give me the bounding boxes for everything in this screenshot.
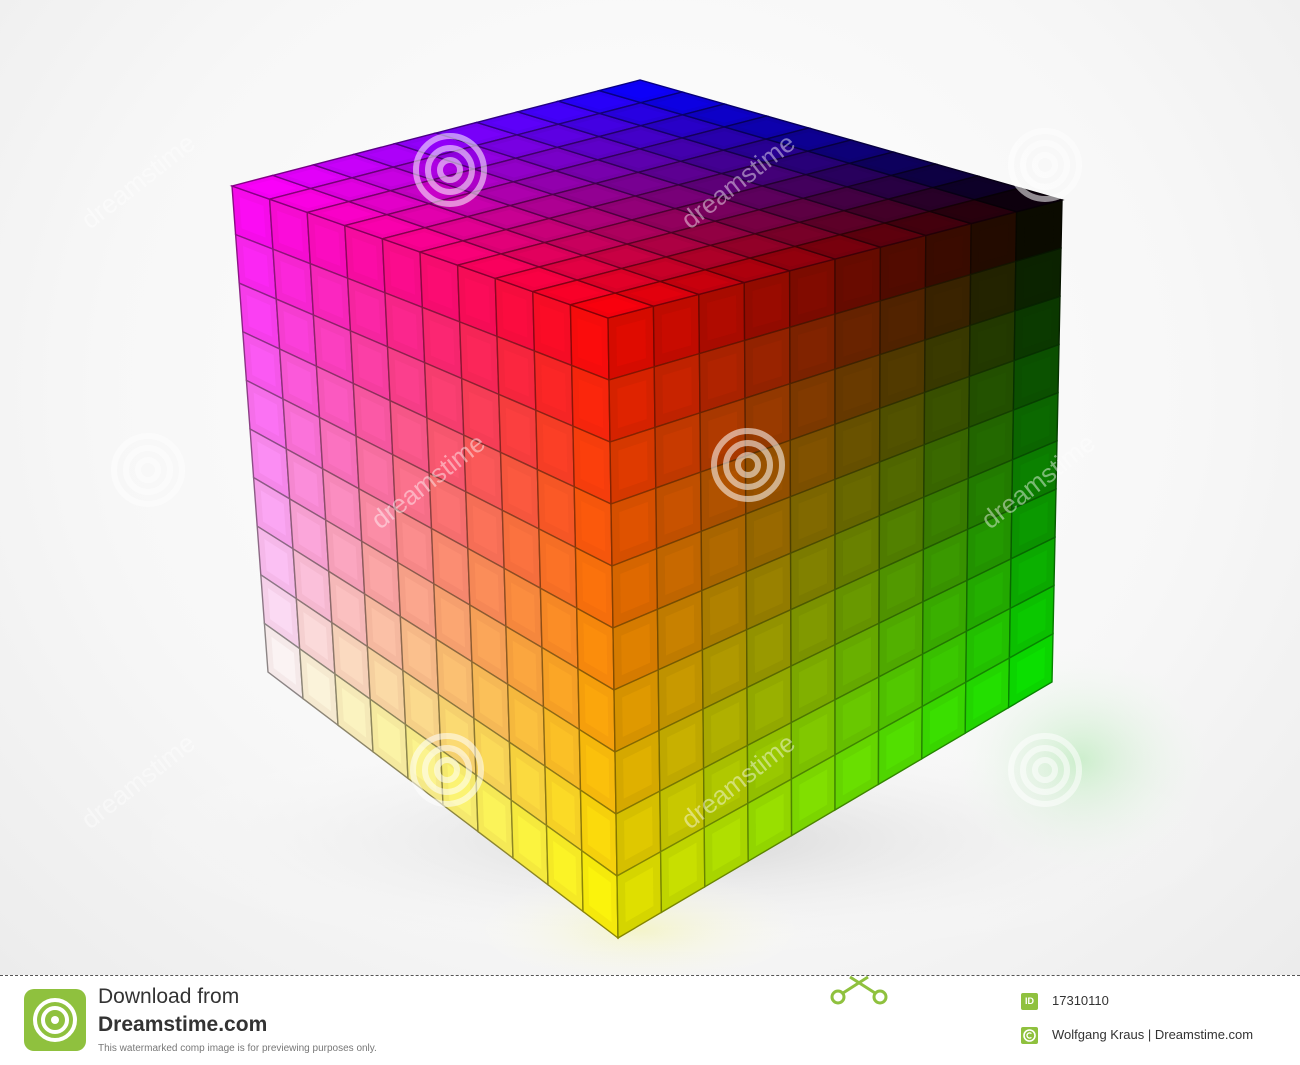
dreamstime-logo bbox=[24, 989, 86, 1051]
watermark-text: dreamstime bbox=[75, 127, 201, 234]
scissors-icon bbox=[828, 975, 890, 1009]
download-footer: Download from Dreamstime.com This waterm… bbox=[0, 975, 1300, 1065]
id-badge: ID bbox=[1021, 993, 1038, 1010]
watermark-swirl-icon bbox=[1011, 131, 1079, 199]
photographer-credit[interactable]: Wolfgang Kraus | Dreamstime.com bbox=[1052, 1027, 1253, 1042]
download-from-text: Download from bbox=[98, 985, 239, 1009]
color-cube-image: dreamstime dreamstimedreamstime dreamstime… bbox=[0, 0, 1300, 975]
preview-note: This watermarked comp image is for previ… bbox=[98, 1043, 377, 1054]
site-name[interactable]: Dreamstime.com bbox=[98, 1013, 267, 1037]
cut-line bbox=[0, 975, 1300, 976]
photo-area: dreamstime dreamstime dreamstime dreamstime… bbox=[0, 0, 1300, 975]
copyright-icon bbox=[1021, 1027, 1038, 1044]
swirl-icon bbox=[24, 989, 86, 1051]
image-id: 17310110 bbox=[1052, 993, 1109, 1008]
watermark-swirl-icon bbox=[114, 436, 182, 504]
cube-block-highlight bbox=[616, 319, 646, 366]
